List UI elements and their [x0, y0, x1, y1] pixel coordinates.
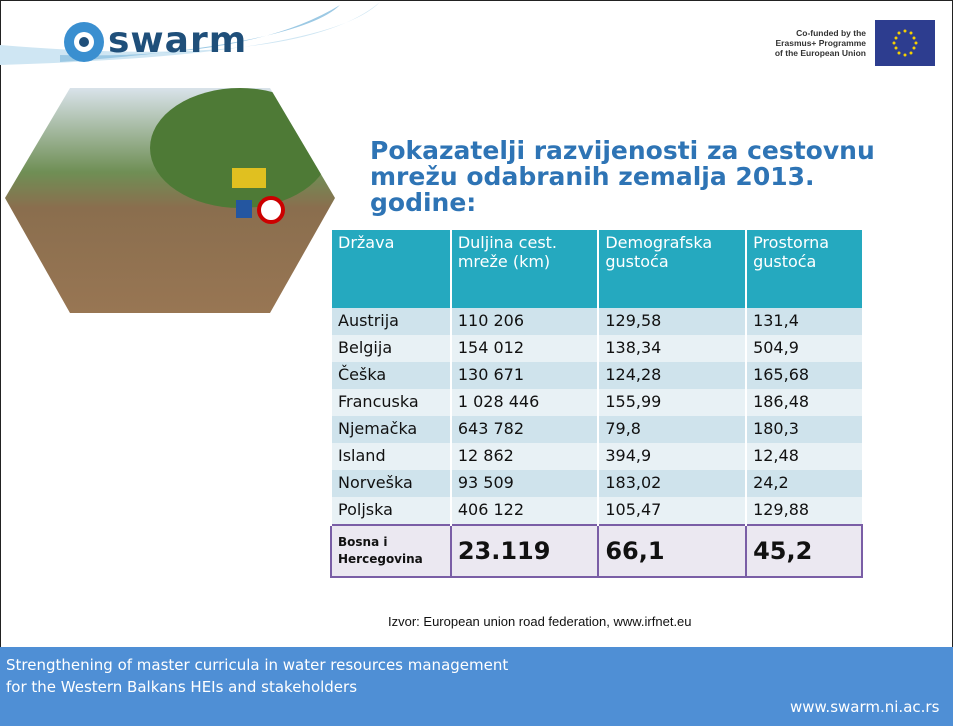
footer-line: for the Western Balkans HEIs and stakeho… [6, 676, 508, 698]
table-cell: Bosna i Hercegovina [331, 525, 451, 577]
table-cell: 129,88 [746, 497, 862, 525]
table-cell: 154 012 [451, 335, 599, 362]
title-line: Pokazatelji razvijenosti za cestovnu [370, 138, 875, 164]
table-cell: 155,99 [598, 389, 746, 416]
header-cell: Duljina cest. mreže (km) [451, 230, 599, 308]
table-cell: 394,9 [598, 443, 746, 470]
table-cell: Belgija [331, 335, 451, 362]
table-cell: 23.119 [451, 525, 599, 577]
header-cell: Demografska gustoća [598, 230, 746, 308]
cofunded-line: of the European Union [740, 48, 866, 58]
table-cell: 138,34 [598, 335, 746, 362]
header-cell: Prostorna gustoća [746, 230, 862, 308]
table-cell: Češka [331, 362, 451, 389]
header-cell: Država [331, 230, 451, 308]
table-cell: 12,48 [746, 443, 862, 470]
cofunded-line: Co-funded by the [740, 28, 866, 38]
table-cell: 93 509 [451, 470, 599, 497]
table-cell: 124,28 [598, 362, 746, 389]
table-cell: 105,47 [598, 497, 746, 525]
table-cell: 406 122 [451, 497, 599, 525]
table-cell: 180,3 [746, 416, 862, 443]
table-cell: 66,1 [598, 525, 746, 577]
table-cell: Poljska [331, 497, 451, 525]
table-cell: 24,2 [746, 470, 862, 497]
table-cell: 131,4 [746, 308, 862, 335]
table-cell: 183,02 [598, 470, 746, 497]
table-cell: 110 206 [451, 308, 599, 335]
table-cell: Austrija [331, 308, 451, 335]
logo-text: swarm [108, 20, 247, 61]
table-cell: 504,9 [746, 335, 862, 362]
table-cell: 1 028 446 [451, 389, 599, 416]
table-cell: Norveška [331, 470, 451, 497]
cofunded-line: Erasmus+ Programme [740, 38, 866, 48]
table-cell: Francuska [331, 389, 451, 416]
table-cell: 165,68 [746, 362, 862, 389]
table-cell: 79,8 [598, 416, 746, 443]
footer-url: www.swarm.ni.ac.rs [790, 698, 939, 716]
table-cell: 130 671 [451, 362, 599, 389]
eu-flag [875, 20, 935, 66]
table-cell: 129,58 [598, 308, 746, 335]
slide: {"header": {"logo": "swarm", "cofunded_l… [0, 0, 953, 726]
footer-line: Strengthening of master curricula in wat… [6, 654, 508, 676]
title-line: godine: [370, 190, 875, 216]
table-cell: Njemačka [331, 416, 451, 443]
table-cell: 186,48 [746, 389, 862, 416]
logo-icon [79, 37, 89, 47]
title-line: mrežu odabranih zemalja 2013. [370, 164, 875, 190]
table-cell: 643 782 [451, 416, 599, 443]
table-cell: 45,2 [746, 525, 862, 577]
photo [0, 88, 340, 328]
table-cell: Island [331, 443, 451, 470]
footer-text: Strengthening of master curricula in wat… [6, 654, 508, 698]
source-note: Izvor: European union road federation, w… [388, 614, 692, 629]
table-cell: 12 862 [451, 443, 599, 470]
